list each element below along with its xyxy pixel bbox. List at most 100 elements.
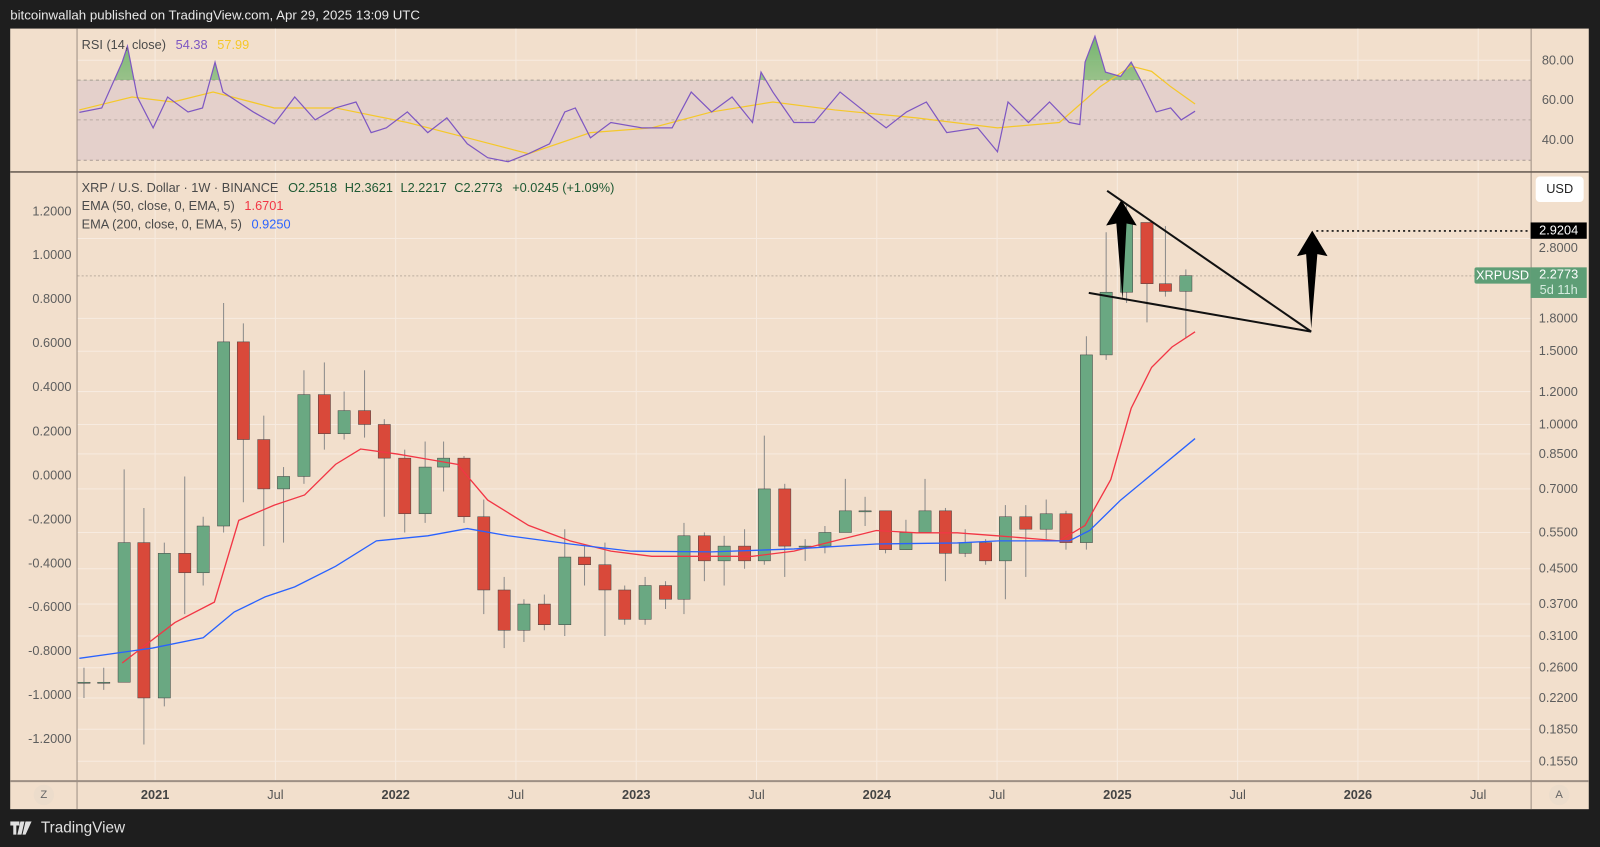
drawings[interactable] (1088, 189, 1531, 333)
candle-body (558, 556, 572, 625)
candle-body (1039, 513, 1053, 530)
time-axis-label: Jul (1470, 787, 1487, 803)
price-axis-label: 1.5000 (1538, 344, 1578, 359)
time-axis-label: 2023 (622, 787, 651, 803)
candle-body (97, 681, 111, 684)
rsi-axis-label: 40.00 (1541, 132, 1574, 147)
price-axis-label: 0.5500 (1538, 525, 1578, 540)
candle-body (958, 542, 972, 554)
tradingview-brand: TradingView (40, 819, 126, 837)
left-axis-label: 0.6000 (32, 336, 72, 351)
left-axis-label: 0.2000 (32, 423, 72, 439)
candle (1140, 222, 1154, 323)
candle-body (578, 556, 591, 565)
candle-body (1019, 516, 1033, 530)
candle-body (598, 564, 612, 591)
ema50-label: EMA (50, close, 0, EMA, 5) (81, 198, 235, 214)
candle-body (778, 488, 792, 547)
candle-body (757, 488, 771, 562)
candle-body (1159, 283, 1172, 292)
candle (598, 542, 612, 637)
candle-body (698, 535, 711, 562)
candle (659, 581, 672, 610)
candle-body (659, 585, 672, 600)
candle (858, 496, 872, 527)
candle (297, 370, 311, 484)
ohlc-high: H2.3621 (344, 180, 393, 195)
candle (517, 599, 531, 642)
candle-body (477, 516, 491, 591)
ohlc-open: O2.2518 (288, 180, 338, 195)
left-axis-label: -0.4000 (28, 555, 72, 571)
price-axis-label: 0.7000 (1538, 481, 1578, 497)
candle (437, 441, 450, 492)
candle-body (939, 510, 952, 554)
rsi-axis-label: 80.00 (1541, 53, 1574, 68)
candle-body (377, 424, 391, 459)
candle (257, 415, 271, 547)
price-axis-label: 1.0000 (1538, 417, 1578, 432)
candle (277, 467, 290, 543)
ema200-line (79, 438, 1196, 659)
tradingview-logo[interactable]: TradingView (10, 819, 126, 837)
time-axis-label: Jul (507, 787, 525, 803)
price-layer (77, 203, 1196, 745)
time-axis-label: 2024 (862, 787, 891, 803)
candle (398, 449, 412, 533)
candle-body (178, 553, 192, 574)
price-axis-label: 0.8500 (1538, 446, 1578, 461)
candle (618, 585, 632, 625)
time-axis-label: 2021 (140, 787, 170, 803)
candle-body (717, 545, 731, 562)
left-axis-label: -0.2000 (28, 511, 72, 527)
candle (578, 546, 591, 586)
candle-body (297, 394, 311, 477)
candle (838, 478, 852, 533)
candle-body (418, 466, 432, 515)
arrow-up-icon[interactable] (1106, 199, 1137, 300)
candle (377, 419, 391, 517)
candle (217, 302, 230, 533)
candle (918, 478, 932, 533)
ema50-legend[interactable]: EMA (50, close, 0, EMA, 5) 1.6701 (82, 199, 290, 213)
wedge-lower-trendline[interactable] (1088, 291, 1312, 333)
candle (999, 505, 1012, 600)
candle-body (899, 532, 913, 550)
arrow-up-icon[interactable] (1296, 230, 1328, 329)
candle (537, 594, 551, 631)
candle (818, 526, 832, 554)
symbol-legend[interactable]: XRP / U.S. Dollar · 1W · BINANCE O2.2518… (82, 181, 621, 195)
ohlc-low: L2.2217 (400, 180, 447, 195)
rsi-ma-line (79, 65, 1196, 155)
candle-body (999, 516, 1012, 562)
time-axis-label: Jul (1229, 787, 1246, 803)
candle-body (337, 410, 351, 435)
ema50-value: 1.6701 (244, 198, 284, 214)
auto-scale-button[interactable]: A (1548, 784, 1570, 806)
ema200-legend[interactable]: EMA (200, close, 0, EMA, 5) 0.9250 (82, 217, 297, 231)
time-axis-label: Jul (267, 787, 284, 803)
wedge-upper-trendline[interactable] (1106, 189, 1312, 333)
symbol-title: XRP / U.S. Dollar · 1W · BINANCE (81, 180, 279, 195)
time-axis-label: Jul (748, 787, 765, 803)
candle (1059, 510, 1073, 550)
rsi-legend[interactable]: RSI (14, close) 54.38 57.99 (82, 38, 256, 52)
time-axis-label: 2025 (1103, 787, 1132, 803)
left-axis-label: 1.2000 (32, 204, 72, 219)
price-change: +0.0245 (+1.09%) (512, 180, 615, 195)
left-axis-label: 0.0000 (32, 467, 72, 483)
ohlc-close: C2.2773 (454, 180, 503, 195)
currency-button[interactable]: USD (1535, 176, 1584, 203)
target-price-label: 2.9204 (1530, 222, 1587, 239)
candle-body (217, 341, 230, 527)
candle (196, 516, 210, 586)
candle-body (196, 525, 210, 574)
left-axis-label: -1.2000 (28, 731, 72, 747)
rsi-legend-value: 54.38 (175, 37, 208, 53)
candle-body (1080, 354, 1093, 543)
candle (899, 519, 913, 550)
candle-body (277, 476, 290, 490)
candle (1080, 336, 1093, 550)
zoom-button[interactable]: Z (33, 784, 55, 806)
